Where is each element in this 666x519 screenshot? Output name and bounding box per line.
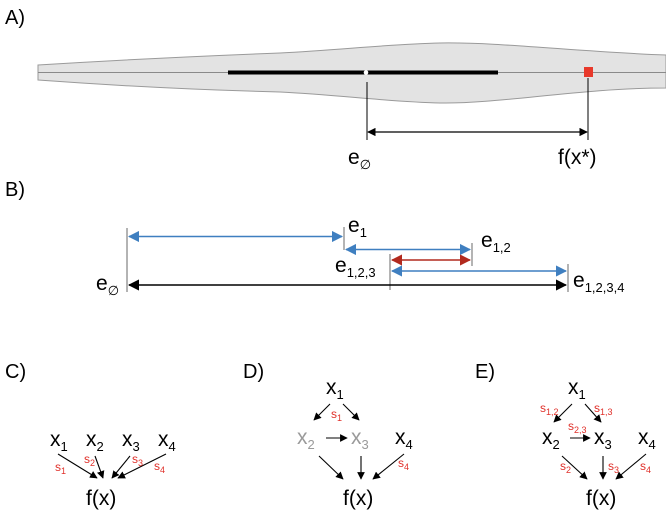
edge-x3-f [111, 455, 131, 479]
node-x2-d: x2 [297, 426, 315, 452]
edge-label-s2-e: s2 [560, 459, 571, 475]
edge-label-s12-e: s1,2 [540, 401, 559, 417]
output-fx-e: f(x) [586, 487, 616, 510]
edge-label-s23-e: s2,3 [568, 419, 587, 435]
edge-x2-f-e [561, 455, 588, 480]
panel-label-e: E) [475, 361, 495, 383]
edge-label-s13-e: s1,3 [594, 401, 613, 417]
node-x1-e: x1 [568, 376, 586, 402]
baseline-label: e∅ [348, 146, 371, 172]
edge-x1-x2-d [313, 403, 331, 421]
panel-label-b: B) [5, 179, 25, 201]
prediction-label: f(x*) [558, 146, 597, 169]
edge-label-s2: s2 [84, 452, 95, 468]
node-x3-d: x3 [351, 426, 369, 452]
edge-label-s4-d: s4 [398, 456, 409, 472]
edge-x4-f-d [372, 453, 405, 480]
node-x3-e: x3 [594, 426, 612, 452]
panel-label-c: C) [5, 361, 26, 383]
output-fx-c: f(x) [86, 487, 116, 510]
label-e1234: e1,2,3,4 [573, 269, 624, 295]
node-x2-e: x2 [542, 426, 560, 452]
label-e1: e1 [348, 214, 367, 240]
edge-label-s1: s1 [55, 460, 66, 476]
panel-label-a: A) [5, 7, 25, 29]
edge-label-s1-d: s1 [331, 407, 342, 423]
mean-dot [363, 70, 369, 75]
edge-label-s4-e: s4 [640, 459, 651, 475]
label-e123: e1,2,3 [335, 254, 376, 280]
node-x3: x3 [122, 428, 140, 454]
node-x4-e: x4 [638, 426, 656, 452]
edge-x1-x2-e [553, 403, 573, 423]
panel-label-d: D) [243, 361, 264, 383]
edge-x1-f [57, 453, 98, 479]
edge-label-s4: s4 [154, 459, 165, 475]
label-e-empty: e∅ [96, 272, 119, 298]
output-fx-d: f(x) [343, 487, 373, 510]
edge-label-s3: s3 [132, 452, 143, 468]
edge-x4-f [117, 453, 167, 479]
label-e12: e1,2 [481, 229, 511, 255]
edge-x2-f-d [318, 455, 344, 480]
node-x1-d: x1 [326, 376, 344, 402]
edge-label-s3-e: s3 [608, 459, 619, 475]
edge-x2-f [94, 455, 105, 479]
edge-x4-f-e [615, 453, 647, 480]
edge-x1-x3-d [342, 403, 360, 421]
edge-x1-x3-e [584, 403, 602, 423]
node-x2: x2 [86, 428, 104, 454]
instance-marker [584, 67, 593, 77]
node-x4: x4 [158, 428, 176, 454]
node-x4-d: x4 [395, 426, 413, 452]
node-x1: x1 [50, 428, 68, 454]
